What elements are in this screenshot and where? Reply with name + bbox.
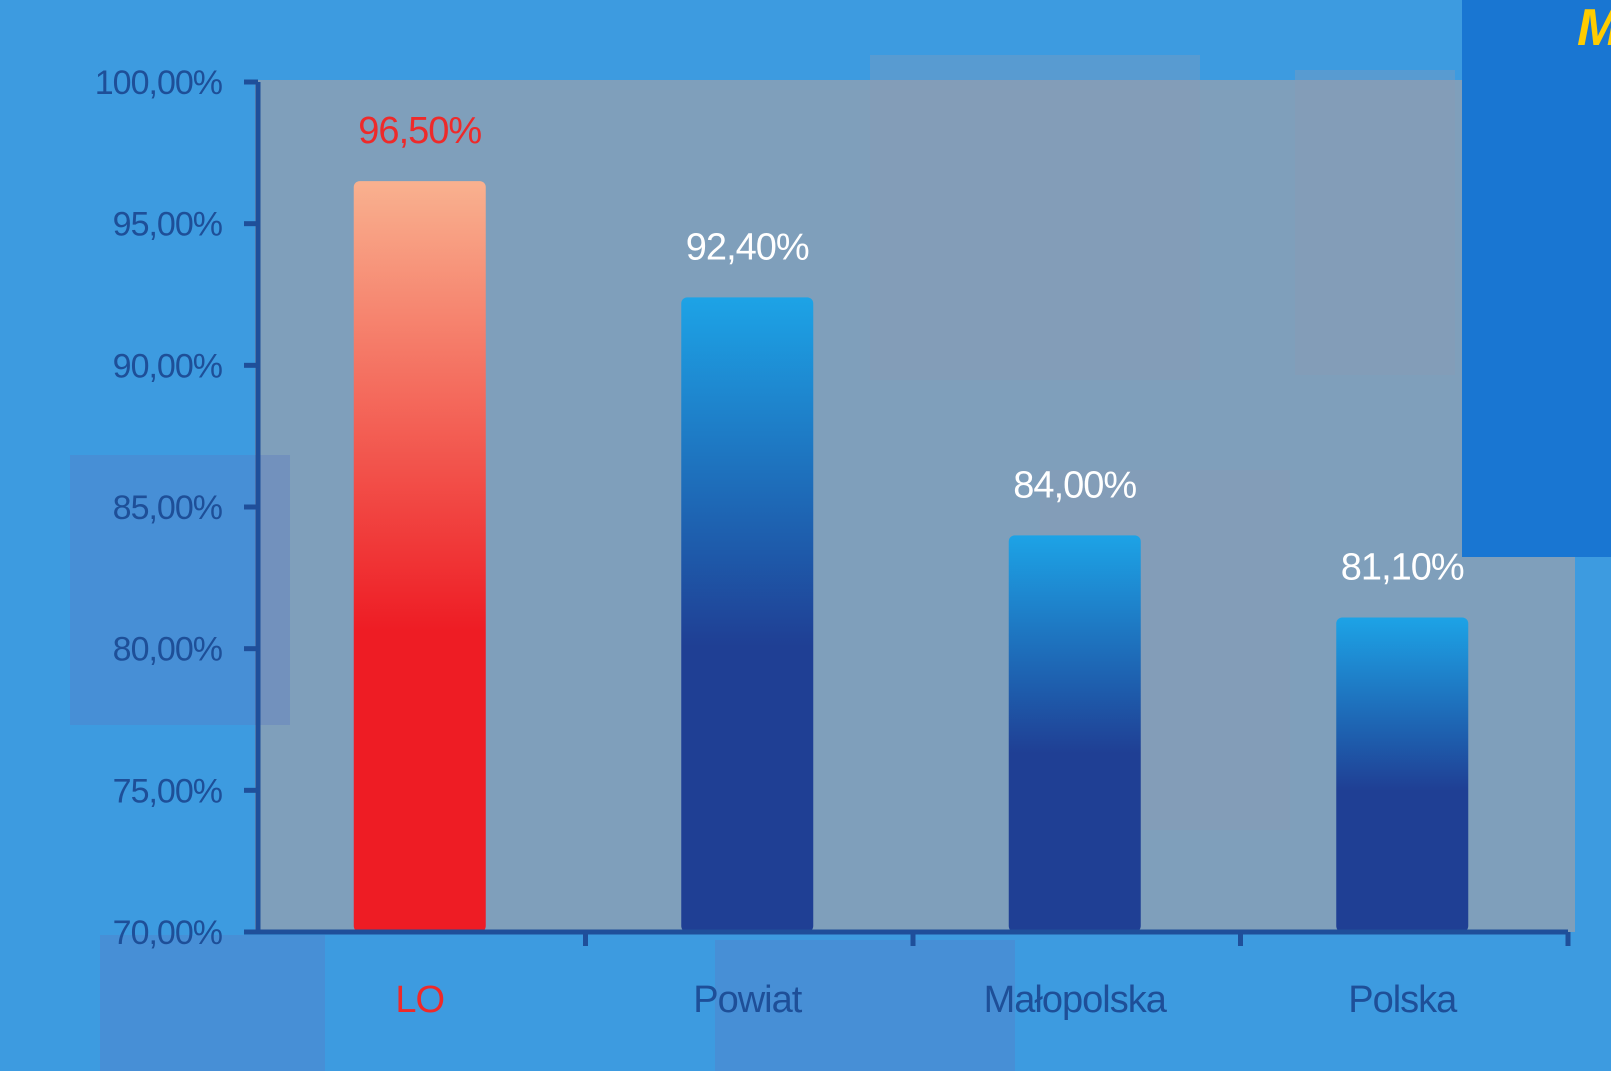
bar-powiat <box>681 297 814 932</box>
y-tick-label: 100,00% <box>95 64 223 102</box>
y-tick-label: 75,00% <box>113 772 223 810</box>
corner-panel: M <box>1462 0 1611 557</box>
value-label: 81,10% <box>1341 547 1464 589</box>
x-axis: LO Powiat Małopolska Polska <box>258 929 1571 1021</box>
background-texture <box>70 55 1455 1071</box>
bar-małopolska <box>1008 535 1141 932</box>
texture-patch <box>70 455 290 725</box>
bar-polska <box>1336 617 1469 932</box>
value-label: 84,00% <box>1013 464 1136 506</box>
value-label: 96,50% <box>358 110 481 152</box>
y-tick-label: 90,00% <box>113 347 223 385</box>
corner-panel-text: M <box>1577 0 1611 57</box>
y-axis: 100,00% 95,00% 90,00% 85,00% 80,00% 75,00% 70,… <box>95 64 261 952</box>
category-label: Polska <box>1348 979 1458 1021</box>
texture-patch <box>100 935 325 1071</box>
corner-panel-background <box>1462 0 1611 557</box>
category-label: Małopolska <box>984 979 1168 1021</box>
value-label: 92,40% <box>686 226 809 268</box>
y-tick-label: 85,00% <box>113 489 223 527</box>
bar-lo <box>353 181 486 932</box>
bars: 96,50% 92,40% 84,00% 81,10% <box>353 110 1469 932</box>
texture-patch <box>1295 70 1455 375</box>
y-tick-label: 80,00% <box>113 631 223 669</box>
texture-patch <box>715 940 1015 1071</box>
texture-patch <box>870 55 1200 380</box>
y-tick-label: 95,00% <box>113 206 223 244</box>
category-label: LO <box>395 979 444 1021</box>
y-tick-label: 70,00% <box>113 914 223 952</box>
category-label: Powiat <box>693 979 802 1021</box>
